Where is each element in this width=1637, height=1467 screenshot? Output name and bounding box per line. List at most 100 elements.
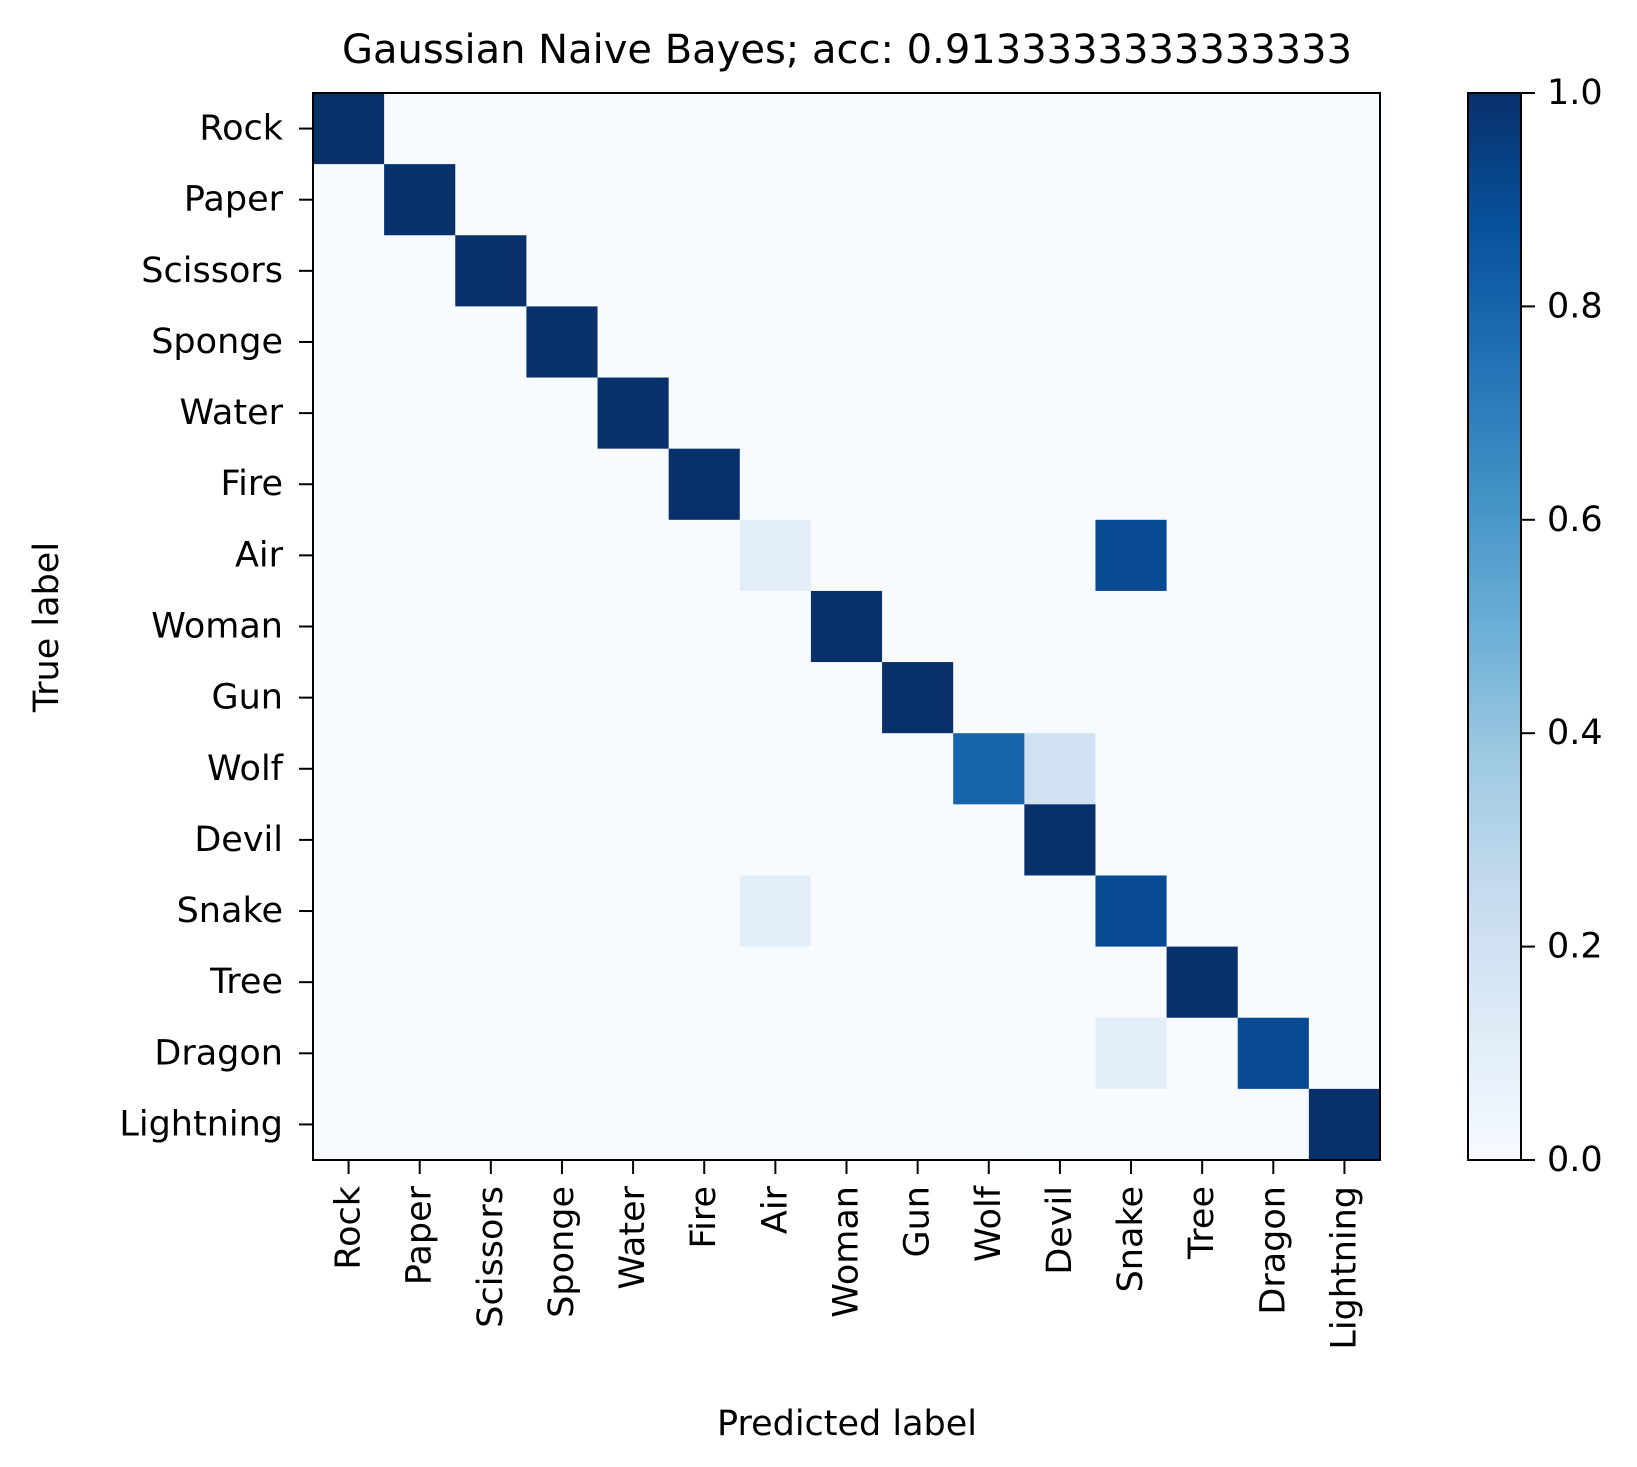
heatmap-cell [1024,1017,1096,1090]
heatmap-cell [953,875,1025,948]
heatmap-cell [668,306,741,379]
y-tick-label: Sponge [151,322,283,362]
x-tick-label: Gun [898,1186,938,1258]
heatmap-cell [313,519,385,592]
heatmap-cell [526,448,599,521]
heatmap-cell [384,662,456,734]
heatmap-cell [597,519,670,592]
heatmap-cell [668,733,741,805]
heatmap-cell [668,875,741,948]
heatmap-cell [882,1017,954,1090]
heatmap-cell [882,448,954,521]
heatmap-cell [882,804,954,876]
heatmap-cell [526,164,599,236]
heatmap-cell [384,448,456,521]
heatmap-cell [810,804,883,876]
heatmap-cell [1237,93,1310,165]
heatmap-cell [313,946,385,1019]
x-tick-label: Snake [1111,1186,1151,1292]
heatmap-cell [1024,235,1096,307]
y-axis-label: True label [27,542,67,713]
x-tick-label: Sponge [542,1186,582,1318]
heatmap-cell [597,804,670,876]
y-tick-label: Paper [184,180,284,220]
heatmap-cell [384,875,456,948]
heatmap-cell [1024,875,1096,948]
heatmap-cell [313,164,385,236]
heatmap-cell [1237,519,1310,592]
heatmap-cell [455,164,527,236]
heatmap-cell [597,164,670,236]
x-tick-label: Rock [329,1185,369,1269]
heatmap-cell [1095,235,1168,307]
heatmap-cell [1237,662,1310,734]
x-tick-label: Paper [400,1185,440,1285]
heatmap-cell [384,946,456,1019]
heatmap-cell [668,590,741,663]
heatmap-cell [739,164,812,236]
heatmap-cell [526,946,599,1019]
y-tick-label: Wolf [207,749,284,789]
heatmap-cell [1237,590,1310,663]
heatmap-cell [739,235,812,307]
heatmap-cell [597,946,670,1019]
y-tick-label: Tree [209,962,283,1002]
heatmap-cell [953,590,1025,663]
heatmap-cell [810,590,883,663]
heatmap-cell [1024,448,1096,521]
heatmap-cell [313,804,385,876]
heatmap-cell [1024,662,1096,734]
heatmap-cell [953,377,1025,450]
heatmap-cell [739,1017,812,1090]
heatmap-cell [953,235,1025,307]
heatmap-cell [953,1017,1025,1090]
heatmap-cell [1308,1088,1381,1161]
heatmap-cell [313,377,385,450]
heatmap-cell [1166,733,1239,805]
heatmap-cell [739,93,812,165]
heatmap-cell [1166,590,1239,663]
heatmap-cell [1095,306,1168,379]
heatmap-cell [1166,93,1239,165]
heatmap-cell [313,590,385,663]
y-tick-label: Scissors [141,251,283,291]
heatmap-cell [1237,804,1310,876]
heatmap-cell [455,590,527,663]
heatmap-cell [384,164,456,236]
heatmap-cell [597,448,670,521]
heatmap-cell [384,1088,456,1161]
heatmap-cell [597,733,670,805]
heatmap-cell [313,235,385,307]
heatmap-cell [1166,875,1239,948]
heatmap-cell [597,662,670,734]
heatmap-cell [1024,946,1096,1019]
heatmap-cell [1095,946,1168,1019]
heatmap-cell [810,306,883,379]
heatmap-cell [668,662,741,734]
heatmap-cell [313,875,385,948]
x-tick-label: Wolf [969,1185,1009,1262]
heatmap-cell [455,733,527,805]
heatmap-cell [1308,946,1381,1019]
heatmap-cell [882,93,954,165]
heatmap-cell [313,1088,385,1161]
heatmap-cell [384,1017,456,1090]
heatmap-cell [1024,519,1096,592]
colorbar-tick-label: 0.0 [1547,1140,1603,1180]
heatmap-cell [739,946,812,1019]
heatmap-cell [526,377,599,450]
heatmap-cell [1308,93,1381,165]
heatmap-cell [455,377,527,450]
heatmap-cell [1308,235,1381,307]
heatmap-cell [1308,875,1381,948]
heatmap-cell [597,1088,670,1161]
heatmap-cell [384,804,456,876]
heatmap-cell [1024,1088,1096,1161]
colorbar-tick-label: 0.6 [1547,500,1603,540]
heatmap-cell [526,306,599,379]
heatmap-cell [882,590,954,663]
heatmap-cell [1024,93,1096,165]
heatmap-cell [953,1088,1025,1161]
heatmap-cell [313,662,385,734]
